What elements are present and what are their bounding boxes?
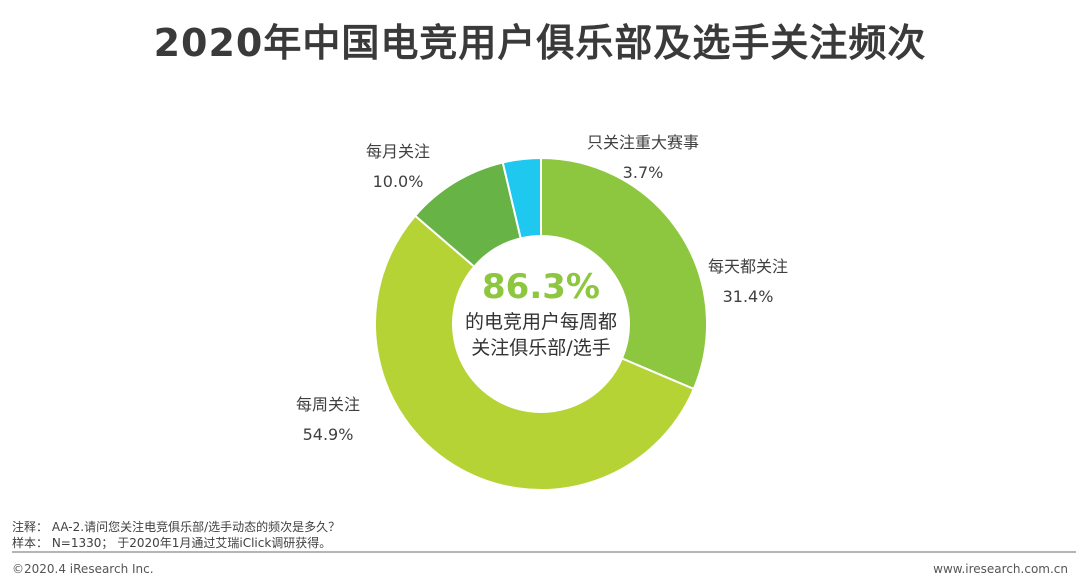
footnote-sample: 样本： N=1330； 于2020年1月通过艾瑞iClick调研获得。 [12,536,332,550]
slice-label-4: 只关注重大赛事 [587,133,699,152]
slice-value-3: 10.0% [373,172,424,191]
slice-4 [501,156,542,240]
center-value: 86.3% [482,267,600,307]
slice-label-1: 每天都关注 [708,257,788,276]
donut-slices [374,156,708,491]
slice-1 [540,156,708,391]
slice-label-2: 每周关注 [296,395,360,414]
footer-divider [12,551,1076,553]
slice-value-1: 31.4% [723,287,774,306]
chart-title: 2020年中国电竞用户俱乐部及选手关注频次 [153,21,927,65]
center-line-2: 关注俱乐部/选手 [471,337,610,359]
slice-value-4: 3.7% [623,163,664,182]
footnote-question: 注释： AA-2.请问您关注电竞俱乐部/选手动态的频次是多久？ [12,520,341,534]
slice-2 [374,214,696,491]
slice-value-2: 54.9% [303,425,354,444]
copyright: ©2020.4 iResearch Inc. [12,562,154,576]
slice-label-3: 每月关注 [366,142,430,161]
website-url: www.iresearch.com.cn [933,562,1068,576]
slice-labels: 每天都关注 31.4% 每周关注 54.9% 每月关注 10.0% 只关注重大赛事 3.7% [296,133,788,444]
center-line-1: 的电竞用户每周都 [465,311,617,333]
